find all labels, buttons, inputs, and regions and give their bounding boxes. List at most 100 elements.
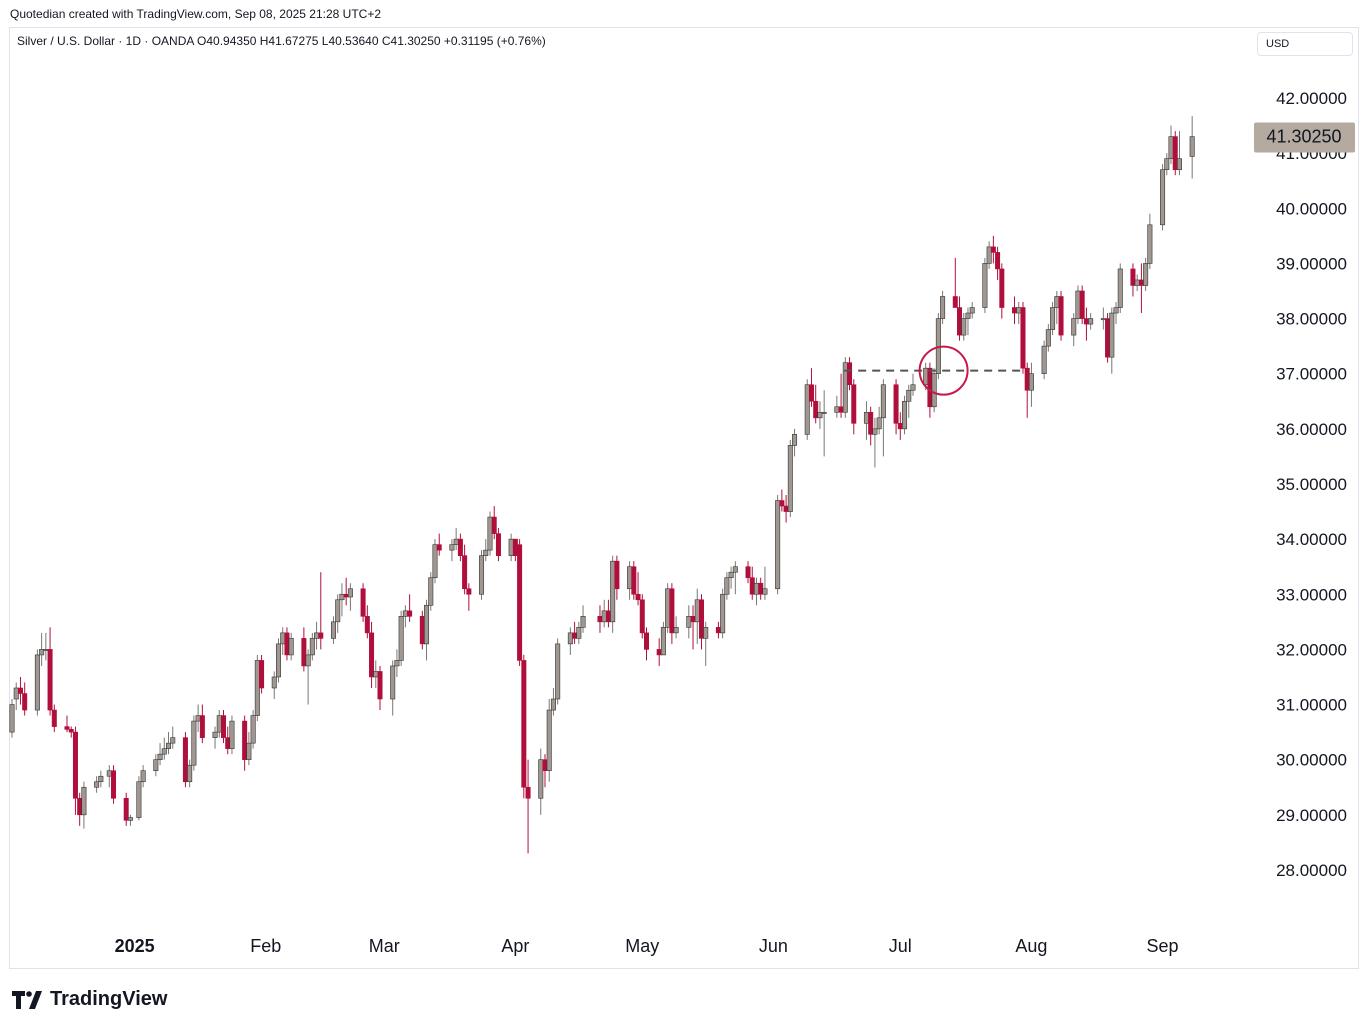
candle-down[interactable] (690, 616, 696, 623)
candle-down[interactable] (893, 384, 899, 424)
candle-up[interactable] (550, 698, 556, 711)
candle-down[interactable] (952, 296, 958, 308)
candle-down[interactable] (698, 599, 704, 639)
candle-down[interactable] (635, 593, 641, 601)
candle-up[interactable] (576, 627, 582, 639)
candle-up[interactable] (762, 588, 768, 595)
candle-up[interactable] (250, 715, 256, 744)
candle-down[interactable] (491, 516, 497, 534)
candle-up[interactable] (195, 715, 201, 722)
candle-down[interactable] (77, 797, 83, 816)
candle-down[interactable] (22, 693, 28, 711)
candle-up[interactable] (1134, 279, 1140, 286)
candle-up[interactable] (753, 582, 759, 595)
candle-up[interactable] (275, 643, 281, 678)
candle-down[interactable] (225, 737, 231, 749)
candle-up[interactable] (923, 367, 929, 386)
candle-up[interactable] (686, 616, 692, 628)
candle-down[interactable] (1024, 367, 1030, 391)
candle-down[interactable] (364, 616, 370, 634)
candle-down[interactable] (242, 720, 248, 760)
candle-up[interactable] (309, 638, 315, 656)
candle-up[interactable] (863, 411, 869, 424)
candle-up[interactable] (969, 307, 975, 314)
candle-down[interactable] (259, 660, 265, 689)
candle-down[interactable] (1058, 296, 1064, 336)
candle-down[interactable] (808, 384, 814, 402)
candle-down[interactable] (436, 544, 442, 551)
candle-down[interactable] (360, 588, 366, 617)
candle-down[interactable] (495, 533, 501, 556)
candle-down[interactable] (927, 367, 933, 408)
candle-up[interactable] (1113, 307, 1119, 314)
candle-up[interactable] (1143, 263, 1149, 286)
candle-up[interactable] (910, 384, 916, 391)
candle-down[interactable] (745, 566, 751, 579)
candle-down[interactable] (377, 671, 383, 700)
candle-up[interactable] (449, 544, 455, 551)
candle-down[interactable] (1105, 318, 1111, 358)
candle-up[interactable] (792, 434, 798, 446)
candle-down[interactable] (669, 588, 675, 634)
candle-up[interactable] (940, 296, 946, 319)
candle-up[interactable] (335, 599, 341, 623)
candle-down[interactable] (521, 660, 527, 788)
candle-up[interactable] (39, 649, 45, 656)
candle-down[interactable] (897, 423, 903, 430)
candle-up[interactable] (161, 748, 167, 755)
candle-up[interactable] (1016, 307, 1022, 314)
candle-down[interactable] (572, 632, 578, 639)
candle-up[interactable] (555, 643, 561, 700)
candle-up[interactable] (567, 632, 573, 645)
candle-down[interactable] (999, 268, 1005, 308)
candle-down[interactable] (123, 797, 129, 821)
candle-down[interactable] (343, 593, 349, 598)
candle-down[interactable] (990, 246, 996, 253)
candle-up[interactable] (1189, 136, 1195, 157)
candle-up[interactable] (982, 263, 988, 308)
candle-up[interactable] (271, 676, 277, 689)
candle-down[interactable] (301, 638, 307, 667)
candle-down[interactable] (957, 307, 963, 336)
candle-up[interactable] (288, 638, 294, 656)
candle-up[interactable] (694, 599, 700, 623)
candle-up[interactable] (1054, 296, 1060, 308)
candle-up[interactable] (821, 411, 827, 414)
candle-down[interactable] (639, 599, 645, 634)
candle-up[interactable] (627, 566, 633, 590)
candle-up[interactable] (720, 593, 726, 634)
candle-up[interactable] (546, 709, 552, 772)
candle-down[interactable] (318, 632, 324, 639)
candle-down[interactable] (17, 687, 23, 694)
candle-up[interactable] (660, 627, 666, 656)
candle-down[interactable] (868, 411, 874, 435)
candle-down[interactable] (64, 726, 70, 730)
candle-up[interactable] (724, 577, 730, 595)
candle-down[interactable] (369, 632, 375, 678)
candle-up[interactable] (153, 759, 159, 772)
candle-up[interactable] (834, 406, 840, 413)
candle-down[interactable] (542, 759, 548, 772)
candle-down[interactable] (847, 362, 853, 386)
candle-up[interactable] (1075, 290, 1081, 319)
candle-up[interactable] (804, 384, 810, 435)
candle-down[interactable] (643, 632, 649, 650)
candle-up[interactable] (906, 389, 912, 402)
candle-up[interactable] (1050, 307, 1056, 330)
candle-up[interactable] (1100, 318, 1106, 321)
candle-down[interactable] (284, 632, 290, 656)
candle-up[interactable] (94, 781, 100, 788)
candle-down[interactable] (1012, 307, 1018, 314)
candle-up[interactable] (81, 786, 87, 816)
candle-up[interactable] (34, 654, 40, 711)
candle-up[interactable] (280, 632, 286, 645)
candle-down[interactable] (111, 770, 117, 799)
candle-down[interactable] (72, 731, 78, 799)
candle-up[interactable] (601, 610, 607, 623)
candle-up[interactable] (842, 362, 848, 413)
candle-up[interactable] (880, 384, 886, 419)
candle-up[interactable] (872, 428, 878, 435)
candle-up[interactable] (314, 632, 320, 639)
candle-up[interactable] (106, 770, 112, 777)
